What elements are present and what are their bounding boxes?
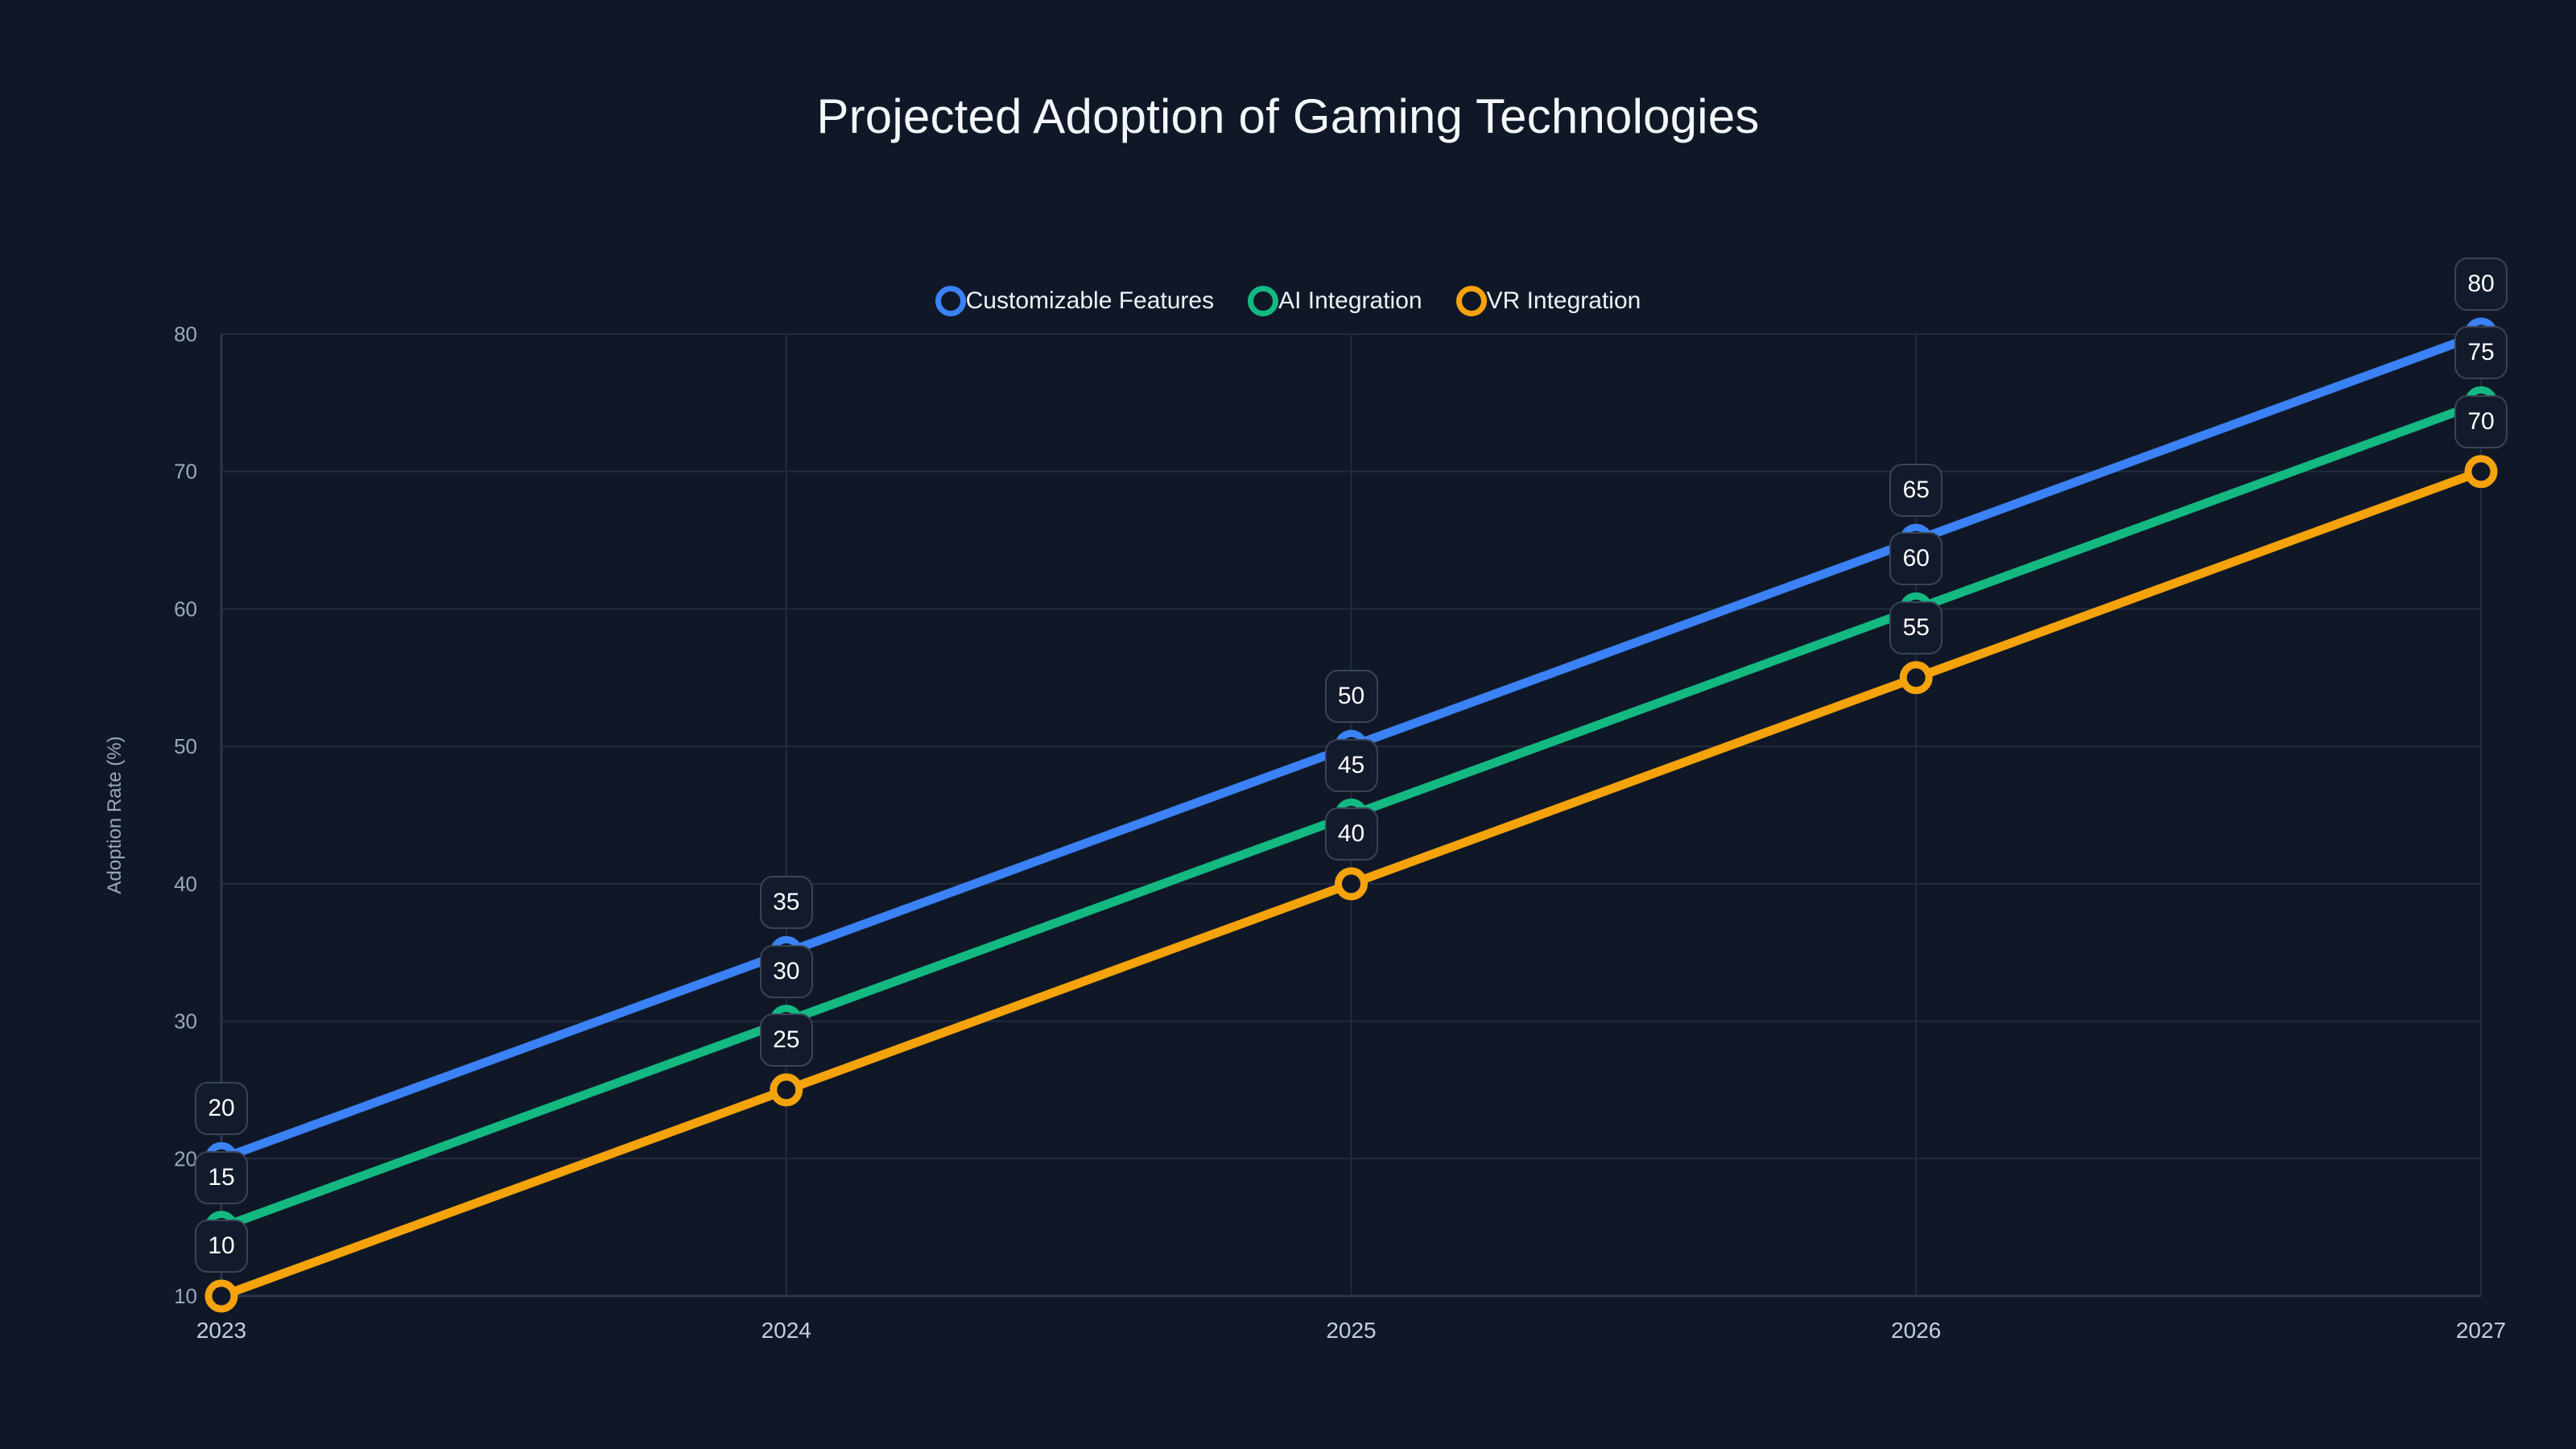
data-point-marker[interactable] <box>1335 867 1368 901</box>
data-point-value-label: 65 <box>1889 464 1943 518</box>
y-axis-tick-label: 10 <box>174 1284 197 1308</box>
data-point-value-label: 35 <box>759 876 813 930</box>
data-point-marker[interactable] <box>2464 455 2498 489</box>
data-point-value-label: 45 <box>1324 738 1378 792</box>
data-point-value-label: 15 <box>195 1150 248 1204</box>
y-axis-tick-label: 50 <box>174 734 197 758</box>
x-axis-tick-label: 2027 <box>2456 1318 2506 1343</box>
y-axis-tick-label: 80 <box>174 322 197 346</box>
data-point-value-label: 10 <box>195 1220 248 1273</box>
data-point-marker[interactable] <box>204 1279 238 1313</box>
legend-item-1[interactable]: AI Integration <box>1248 286 1422 316</box>
data-point-marker[interactable] <box>770 1073 803 1107</box>
y-axis-tick-label: 20 <box>174 1146 197 1170</box>
y-axis-tick-label: 30 <box>174 1009 197 1034</box>
chart-legend: Customizable Features AI Integration VR In… <box>0 286 2576 316</box>
legend-item-0[interactable]: Customizable Features <box>935 286 1214 316</box>
data-point-value-label: 75 <box>2454 326 2508 380</box>
data-point-value-label: 40 <box>1324 807 1378 861</box>
data-point-value-label: 80 <box>2454 258 2508 311</box>
legend-item-label: AI Integration <box>1278 287 1422 314</box>
data-point-value-label: 25 <box>759 1013 813 1067</box>
legend-item-2[interactable]: VR Integration <box>1455 286 1641 316</box>
data-point-value-label: 50 <box>1324 670 1378 724</box>
legend-circle-icon <box>1455 286 1487 316</box>
x-axis-tick-label: 2026 <box>1891 1318 1941 1343</box>
chart-title: Projected Adoption of Gaming Technologie… <box>816 89 1760 143</box>
x-axis-tick-label: 2024 <box>762 1318 811 1343</box>
data-point-marker[interactable] <box>1899 661 1933 695</box>
data-point-value-label: 70 <box>2454 394 2508 448</box>
legend-circle-icon <box>1248 286 1279 316</box>
legend-item-label: VR Integration <box>1486 287 1641 314</box>
data-point-value-label: 30 <box>759 944 813 998</box>
y-axis-tick-label: 70 <box>174 460 197 484</box>
legend-item-label: Customizable Features <box>965 287 1215 314</box>
x-axis-tick-label: 2023 <box>196 1318 246 1343</box>
legend-circle-icon <box>935 286 966 316</box>
data-point-value-label: 20 <box>195 1082 248 1136</box>
y-axis-title: Adoption Rate (%) <box>104 736 126 894</box>
x-axis-tick-label: 2025 <box>1326 1318 1376 1343</box>
y-axis-tick-label: 40 <box>174 872 197 896</box>
data-point-value-label: 55 <box>1889 601 1943 654</box>
data-point-value-label: 60 <box>1889 532 1943 586</box>
y-axis-tick-label: 60 <box>174 597 197 621</box>
